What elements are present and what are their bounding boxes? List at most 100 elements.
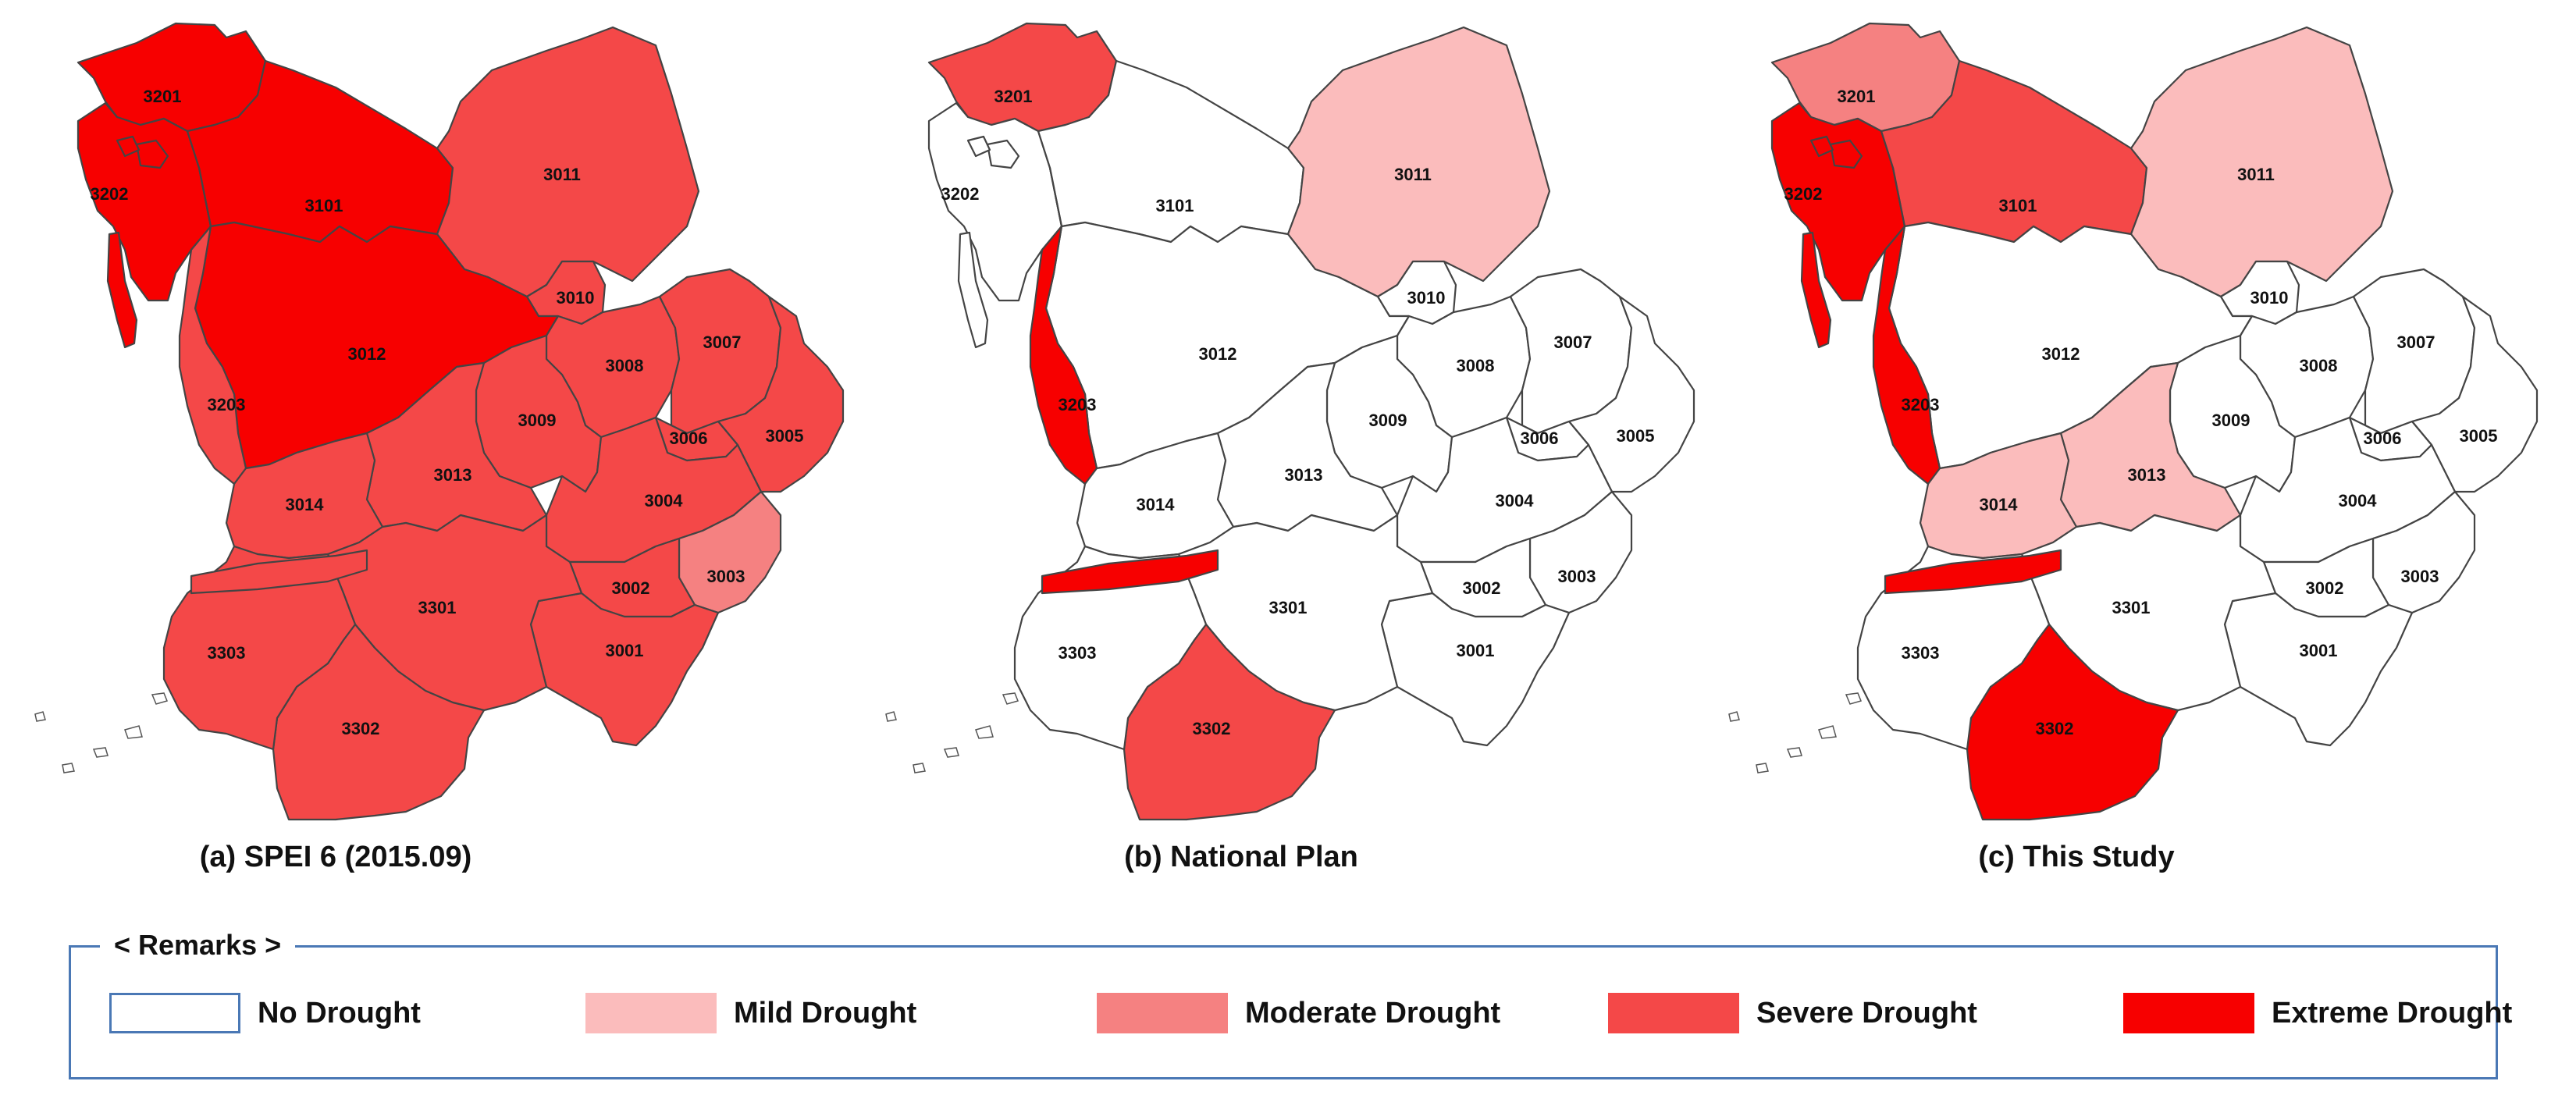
region-code-label: 3101 bbox=[1999, 196, 2037, 215]
region-code-label: 3008 bbox=[1457, 356, 1495, 375]
region-code-label: 3004 bbox=[1496, 491, 1535, 510]
region-code-label: 3014 bbox=[1137, 495, 1176, 514]
islet bbox=[62, 763, 75, 773]
region-code-label: 3203 bbox=[1059, 395, 1097, 414]
region-code-label: 3201 bbox=[144, 87, 182, 106]
region-code-label: 3006 bbox=[670, 429, 708, 448]
panel-caption: (a) SPEI 6 (2015.09) bbox=[200, 841, 472, 873]
region-island2[interactable] bbox=[986, 139, 1020, 169]
region-island3[interactable] bbox=[1809, 135, 1834, 158]
region-code-label: 3101 bbox=[305, 196, 343, 215]
region-island3[interactable] bbox=[966, 135, 991, 158]
islet bbox=[1818, 725, 1837, 739]
region-3011[interactable] bbox=[436, 26, 700, 298]
region-code-label: 3012 bbox=[1199, 344, 1237, 364]
region-code-label: 3301 bbox=[418, 598, 457, 617]
legend-label: No Drought bbox=[258, 996, 421, 1030]
region-island1[interactable] bbox=[1800, 231, 1832, 349]
region-island1[interactable] bbox=[106, 231, 138, 349]
islet bbox=[1845, 692, 1863, 705]
region-code-label: 3009 bbox=[1369, 411, 1407, 430]
region-code-label: 3001 bbox=[2300, 641, 2338, 660]
legend-label: Mild Drought bbox=[734, 996, 917, 1030]
region-3001[interactable] bbox=[1380, 592, 1571, 747]
map-panel-spei6: 3201 3202 3101 3011 3010 3012 3203 3008 3007 3005… bbox=[34, 22, 845, 821]
legend-swatch bbox=[2123, 993, 2254, 1033]
region-3203[interactable] bbox=[1872, 166, 1941, 485]
region-3005[interactable] bbox=[1567, 295, 1695, 493]
region-code-label: 3006 bbox=[2364, 429, 2402, 448]
region-code-label: 3302 bbox=[2036, 719, 2074, 738]
islet bbox=[34, 711, 46, 722]
region-3005[interactable] bbox=[717, 295, 845, 493]
region-code-label: 3301 bbox=[2112, 598, 2151, 617]
islet bbox=[885, 711, 897, 722]
region-code-label: 3301 bbox=[1269, 598, 1308, 617]
panel-caption: (b) National Plan bbox=[1124, 841, 1358, 873]
region-code-label: 3009 bbox=[518, 411, 557, 430]
region-island2[interactable] bbox=[1829, 139, 1863, 169]
region-code-label: 3101 bbox=[1156, 196, 1194, 215]
region-code-label: 3002 bbox=[2306, 578, 2344, 598]
legend-item-none: No Drought bbox=[109, 993, 421, 1033]
region-code-label: 3002 bbox=[612, 578, 650, 598]
region-code-label: 3011 bbox=[543, 165, 581, 184]
legend-swatch bbox=[585, 993, 717, 1033]
region-code-label: 3009 bbox=[2212, 411, 2250, 430]
region-code-label: 3201 bbox=[994, 87, 1033, 106]
islet bbox=[92, 747, 109, 758]
region-code-label: 3004 bbox=[645, 491, 684, 510]
region-estuary[interactable] bbox=[1884, 549, 2062, 595]
region-code-label: 3002 bbox=[1463, 578, 1501, 598]
region-3005[interactable] bbox=[2411, 295, 2539, 493]
region-estuary[interactable] bbox=[1041, 549, 1219, 595]
panel-caption: (c) This Study bbox=[1978, 841, 2174, 873]
islet bbox=[913, 763, 926, 773]
region-code-label: 3011 bbox=[2237, 165, 2275, 184]
region-code-label: 3008 bbox=[606, 356, 644, 375]
region-3202[interactable] bbox=[927, 101, 1063, 302]
region-island2[interactable] bbox=[135, 139, 169, 169]
region-code-label: 3303 bbox=[1059, 643, 1097, 663]
region-code-label: 3001 bbox=[606, 641, 644, 660]
legend-label: Moderate Drought bbox=[1245, 996, 1501, 1030]
region-code-label: 3013 bbox=[2128, 465, 2166, 485]
region-code-label: 3014 bbox=[286, 495, 325, 514]
legend-swatch bbox=[109, 993, 240, 1033]
region-code-label: 3005 bbox=[1617, 426, 1655, 446]
region-code-label: 3012 bbox=[348, 344, 386, 364]
region-code-label: 3003 bbox=[1558, 567, 1596, 586]
region-3011[interactable] bbox=[1286, 26, 1551, 298]
region-code-label: 3201 bbox=[1838, 87, 1876, 106]
region-3011[interactable] bbox=[2129, 26, 2394, 298]
map-panel-this-study: 3201 3202 3101 3011 3010 3012 3203 3008 3007 3005… bbox=[1728, 22, 2539, 821]
legend-swatch bbox=[1608, 993, 1739, 1033]
region-3001[interactable] bbox=[529, 592, 720, 747]
region-code-label: 3010 bbox=[1407, 288, 1446, 308]
region-code-label: 3013 bbox=[1285, 465, 1323, 485]
legend-item-severe: Severe Drought bbox=[1608, 993, 1977, 1033]
region-3203[interactable] bbox=[178, 166, 247, 485]
region-code-label: 3006 bbox=[1521, 429, 1559, 448]
islet bbox=[1002, 692, 1019, 705]
region-code-label: 3003 bbox=[2401, 567, 2439, 586]
region-code-label: 3010 bbox=[2250, 288, 2289, 308]
region-3203[interactable] bbox=[1029, 166, 1098, 485]
islet bbox=[975, 725, 994, 739]
legend-item-extreme: Extreme Drought bbox=[2123, 993, 2512, 1033]
region-island3[interactable] bbox=[116, 135, 141, 158]
islet bbox=[1756, 763, 1769, 773]
region-3001[interactable] bbox=[2223, 592, 2414, 747]
region-code-label: 3008 bbox=[2300, 356, 2338, 375]
region-estuary[interactable] bbox=[190, 549, 368, 595]
islet bbox=[1786, 747, 1802, 758]
region-code-label: 3202 bbox=[91, 184, 129, 204]
region-code-label: 3014 bbox=[1980, 495, 2019, 514]
region-3202[interactable] bbox=[76, 101, 212, 302]
region-code-label: 3303 bbox=[1902, 643, 1940, 663]
islet bbox=[151, 692, 169, 705]
region-island1[interactable] bbox=[957, 231, 989, 349]
region-3202[interactable] bbox=[1770, 101, 1906, 302]
region-code-label: 3202 bbox=[941, 184, 980, 204]
